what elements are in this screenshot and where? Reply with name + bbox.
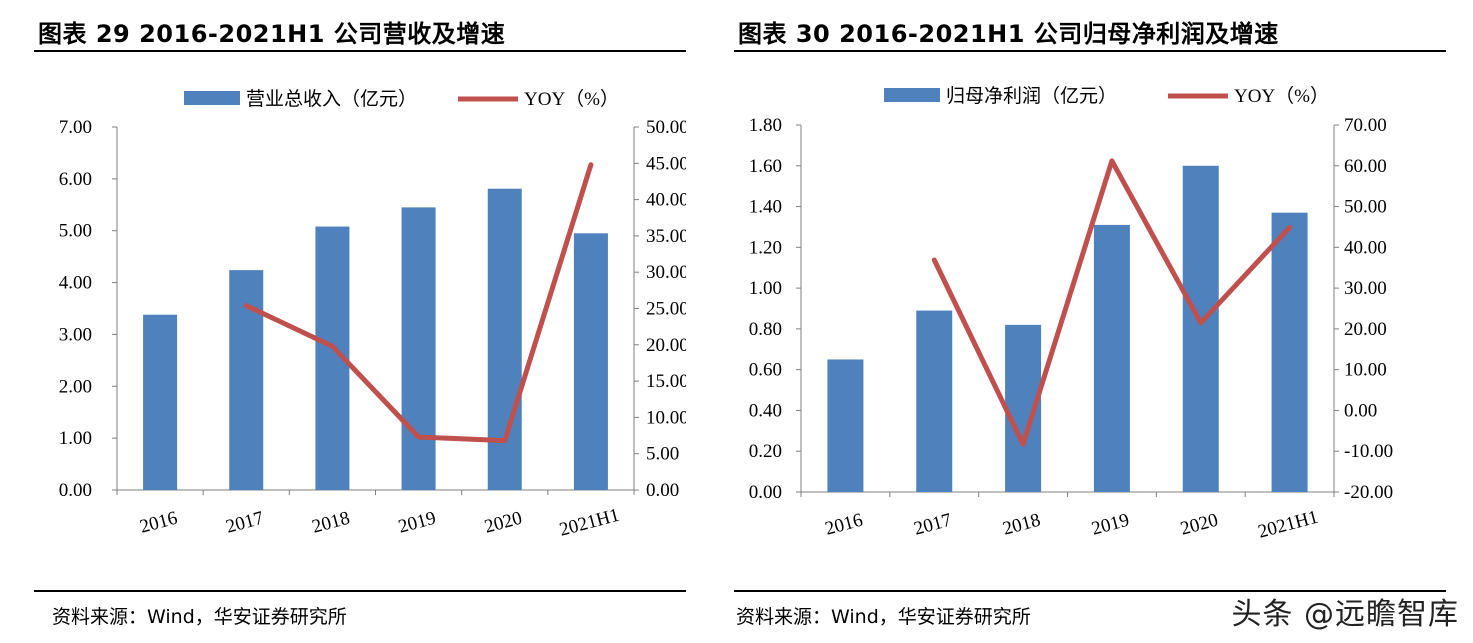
legend-swatch-bar	[884, 88, 940, 102]
y-tick-label-right: 0.00	[1344, 400, 1377, 421]
title-rule-right	[734, 50, 1446, 52]
y-tick-label-left: 1.00	[59, 428, 92, 449]
x-tick-label: 2018	[1001, 510, 1043, 540]
yoy-point	[416, 435, 421, 440]
legend-label-line: YOY（%）	[524, 88, 619, 110]
y-tick-label-right: 10.00	[646, 407, 686, 428]
source-note-right: 资料来源：Wind，华安证券研究所	[736, 606, 1031, 628]
bar	[573, 233, 608, 491]
y-tick-label-left: 4.00	[59, 273, 92, 294]
y-tick-label-right: 0.00	[646, 480, 679, 501]
bar	[916, 310, 953, 492]
bar	[827, 359, 864, 492]
yoy-point	[1109, 158, 1114, 163]
x-tick-label: 2019	[1089, 510, 1131, 540]
y-tick-label-left: 0.60	[749, 360, 782, 381]
y-tick-label-right: 50.00	[1344, 197, 1387, 218]
yoy-point	[588, 162, 593, 167]
x-tick-label: 2020	[482, 508, 524, 538]
y-tick-label-right: 10.00	[1344, 360, 1387, 381]
chart-revenue: 0.00 1.00 2.00 3.00 4.00 5.00 6.00 7.00 0.00 5.00…	[59, 88, 686, 541]
x-tick-label: 2021H1	[557, 505, 622, 541]
y-tick-label-left: 2.00	[59, 376, 92, 397]
x-tick-label: 2017	[912, 510, 954, 540]
y-tick-label-right: 50.00	[646, 117, 686, 138]
bar	[1093, 224, 1130, 492]
y-tick-label-left: 1.20	[749, 237, 782, 258]
y-tick-label-left: 1.80	[749, 115, 782, 136]
figure-title-right: 图表 30 2016-2021H1 公司归母净利润及增速	[738, 20, 1279, 48]
legend-label-bar: 营业总收入（亿元）	[246, 88, 417, 110]
y-tick-label-right: 30.00	[1344, 278, 1387, 299]
x-tick-label: 2020	[1178, 510, 1220, 540]
y-tick-label-left: 3.00	[59, 324, 92, 345]
yoy-point	[1021, 442, 1026, 447]
y-tick-label-right: 35.00	[646, 226, 686, 247]
yoy-point	[502, 438, 507, 443]
y-tick-label-right: 70.00	[1344, 115, 1387, 136]
y-tick-label-right: 40.00	[1344, 237, 1387, 258]
y-tick-label-left: 5.00	[59, 221, 92, 242]
figure-title-left: 图表 29 2016-2021H1 公司营收及增速	[38, 20, 506, 48]
x-tick-label: 2016	[138, 508, 180, 538]
y-tick-label-left: 1.60	[749, 156, 782, 177]
x-tick-label: 2016	[823, 510, 865, 540]
y-tick-label-right: 20.00	[1344, 319, 1387, 340]
y-tick-label-right: 30.00	[646, 262, 686, 283]
y-tick-label-right: 25.00	[646, 299, 686, 320]
chart-net-profit: 0.00 0.20 0.40 0.60 0.80 1.00 1.20 1.40 1.60 1.80…	[749, 85, 1393, 543]
bar	[1182, 165, 1219, 492]
bar	[401, 207, 436, 490]
y-tick-label-left: 0.00	[59, 480, 92, 501]
y-tick-label-left: 1.40	[749, 197, 782, 218]
x-tick-label: 2021H1	[1256, 507, 1321, 543]
x-tick-label: 2019	[396, 508, 438, 538]
y-tick-label-right: 20.00	[646, 335, 686, 356]
bar	[143, 314, 178, 490]
source-note-left: 资料来源：Wind，华安证券研究所	[52, 606, 347, 628]
bar	[487, 188, 522, 490]
y-tick-label-left: 1.00	[749, 278, 782, 299]
y-tick-label-right: 5.00	[646, 444, 679, 465]
y-tick-label-left: 0.40	[749, 400, 782, 421]
yoy-point	[932, 257, 937, 262]
y-tick-label-right: -10.00	[1344, 441, 1393, 462]
title-rule-left	[34, 50, 686, 52]
yoy-point	[330, 344, 335, 349]
source-rule-right	[734, 590, 1446, 592]
legend-swatch-bar	[184, 91, 240, 105]
y-tick-label-left: 7.00	[59, 117, 92, 138]
x-tick-label: 2017	[224, 508, 266, 538]
legend-label-line: YOY（%）	[1234, 85, 1329, 107]
y-tick-label-right: -20.00	[1344, 482, 1393, 503]
source-rule-left	[34, 590, 686, 592]
y-tick-label-right: 60.00	[1344, 156, 1387, 177]
yoy-point	[1198, 320, 1203, 325]
x-tick-label: 2018	[310, 508, 352, 538]
bar	[1271, 212, 1308, 492]
y-tick-label-right: 45.00	[646, 153, 686, 174]
y-tick-label-right: 15.00	[646, 371, 686, 392]
y-tick-label-left: 0.00	[749, 482, 782, 503]
y-tick-label-left: 0.20	[749, 441, 782, 462]
legend-label-bar: 归母净利润（亿元）	[946, 85, 1117, 107]
watermark: 头条 @远瞻智库	[1231, 597, 1459, 632]
yoy-point	[1287, 225, 1292, 230]
y-tick-label-left: 6.00	[59, 169, 92, 190]
y-tick-label-right: 40.00	[646, 190, 686, 211]
y-tick-label-left: 0.80	[749, 319, 782, 340]
yoy-point	[244, 303, 249, 308]
